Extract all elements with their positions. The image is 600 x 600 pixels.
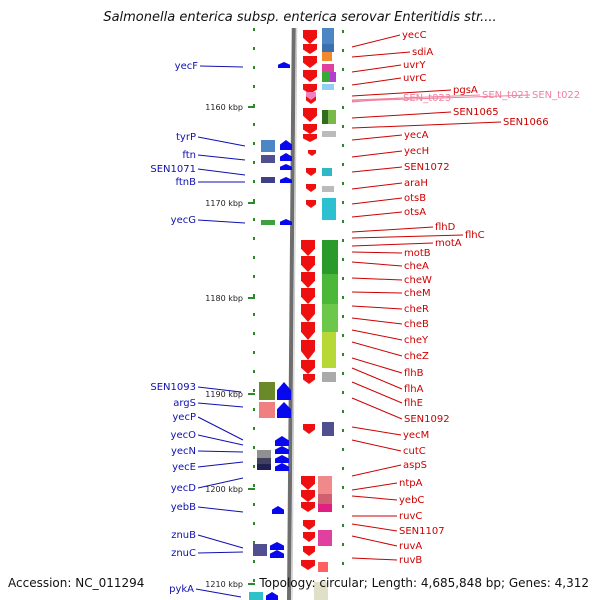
right-gene-label[interactable]: cheZ xyxy=(404,351,429,362)
left-gene-labels[interactable]: yecF tyrP ftn SEN1071 ftnB yecG SEN1093 argS yec… xyxy=(150,61,198,595)
right-gene-label[interactable]: cheM xyxy=(404,288,431,299)
right-gene-label[interactable]: yecA xyxy=(404,130,429,141)
left-gene-label[interactable]: yecP xyxy=(172,412,196,423)
kbp-tick-label: 1190 kbp xyxy=(205,390,243,399)
right-gene-label[interactable]: yebC xyxy=(399,495,424,506)
right-gene-label[interactable]: flhA xyxy=(404,384,424,395)
right-gene-label[interactable]: yecC xyxy=(402,30,427,41)
right-gene-label[interactable]: flhD xyxy=(435,222,456,233)
left-strand-features xyxy=(266,62,292,600)
right-gene-label[interactable]: SEN1066 xyxy=(503,117,549,128)
right-gene-label[interactable]: otsB xyxy=(404,193,426,204)
right-gene-label[interactable]: ruvA xyxy=(399,541,422,552)
right-gene-label[interactable]: SEN_t021 xyxy=(482,90,530,101)
map-title: Salmonella enterica subsp. enterica sero… xyxy=(103,10,496,25)
right-gene-label[interactable]: motB xyxy=(404,248,431,259)
right-gene-label[interactable]: SEN1072 xyxy=(404,162,450,173)
right-gene-label[interactable]: cheR xyxy=(404,304,429,315)
right-gene-label[interactable]: yecH xyxy=(404,146,429,157)
right-gene-label[interactable]: ntpA xyxy=(399,478,423,489)
right-gene-label[interactable]: flhB xyxy=(404,368,424,379)
right-gene-label[interactable]: uvrY xyxy=(403,60,426,71)
left-gene-label[interactable]: yecF xyxy=(175,61,199,72)
left-gene-label[interactable]: znuB xyxy=(171,530,196,541)
kbp-tick-label: 1210 kbp xyxy=(205,580,243,589)
left-gene-label[interactable]: ftnB xyxy=(176,177,197,188)
left-gene-label[interactable]: pykA xyxy=(169,584,194,595)
left-gene-label[interactable]: yebB xyxy=(171,502,196,513)
right-gene-label[interactable]: SEN1065 xyxy=(453,107,499,118)
right-gene-label[interactable]: uvrC xyxy=(403,73,426,84)
kbp-tick-label: 1180 kbp xyxy=(205,294,243,303)
right-gene-label[interactable]: SEN1092 xyxy=(404,414,450,425)
right-strand-features xyxy=(301,30,317,570)
kbp-tick-label: 1160 kbp xyxy=(205,103,243,112)
title-backdrop xyxy=(0,0,600,28)
right-gene-label[interactable]: pgsA xyxy=(453,85,478,96)
right-gene-label[interactable]: SEN_t023 xyxy=(403,93,451,104)
genome-summary: Topology: circular; Length: 4,685,848 bp… xyxy=(258,576,589,590)
right-gene-label[interactable]: flhC xyxy=(465,230,485,241)
right-gene-label[interactable]: araH xyxy=(404,178,428,189)
right-gene-label[interactable]: ruvB xyxy=(399,555,422,566)
left-gene-label[interactable]: yecG xyxy=(171,215,196,226)
kbp-tick-label: 1170 kbp xyxy=(205,199,243,208)
right-gene-label[interactable]: SEN_t022 xyxy=(532,90,580,101)
right-gene-label[interactable]: cheY xyxy=(404,335,429,346)
right-gene-label[interactable]: cheA xyxy=(404,261,429,272)
accession-label: Accession: NC_011294 xyxy=(8,576,144,590)
right-gene-label[interactable]: sdiA xyxy=(412,47,433,58)
kbp-tick-label: 1200 kbp xyxy=(205,485,243,494)
left-gene-label[interactable]: yecN xyxy=(171,446,196,457)
left-gene-label[interactable]: yecD xyxy=(171,483,197,494)
left-gene-label[interactable]: SEN1093 xyxy=(150,382,196,393)
right-gene-label[interactable]: otsA xyxy=(404,207,426,218)
left-gene-label[interactable]: SEN1071 xyxy=(150,164,196,175)
left-label-lines xyxy=(195,65,246,598)
right-gene-label[interactable]: flhE xyxy=(404,398,423,409)
left-gene-label[interactable]: yecO xyxy=(171,430,197,441)
right-gene-label[interactable]: cutC xyxy=(403,446,426,457)
right-gene-label[interactable]: aspS xyxy=(403,460,427,471)
feature-blocks xyxy=(249,0,338,600)
right-gene-label[interactable]: yecM xyxy=(403,430,429,441)
left-gene-label[interactable]: ftn xyxy=(182,150,196,161)
genome-backbone xyxy=(287,0,298,600)
right-gene-label[interactable]: cheB xyxy=(404,319,429,330)
right-gene-label[interactable]: cheW xyxy=(404,275,432,286)
right-gene-label[interactable]: SEN1107 xyxy=(399,526,445,537)
right-gene-label[interactable]: ruvC xyxy=(399,511,422,522)
left-gene-label[interactable]: argS xyxy=(173,398,196,409)
left-gene-label[interactable]: znuC xyxy=(171,548,196,559)
right-label-lines xyxy=(351,34,531,561)
left-gene-label[interactable]: tyrP xyxy=(176,132,196,143)
right-gene-label[interactable]: motA xyxy=(435,238,462,249)
left-gene-label[interactable]: yecE xyxy=(172,462,196,473)
